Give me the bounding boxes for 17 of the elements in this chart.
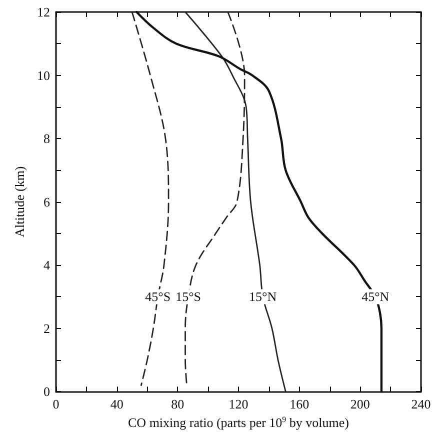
y-tick-label: 4 xyxy=(44,258,50,273)
y-axis-title: Altitude (km) xyxy=(12,166,28,238)
x-tick-label: 80 xyxy=(171,396,184,412)
y-tick-label: 8 xyxy=(44,131,50,146)
x-tick-label: 200 xyxy=(350,396,370,412)
series-label: 45°S xyxy=(145,289,171,304)
x-tick-label: 160 xyxy=(290,396,310,412)
x-tick-label: 120 xyxy=(228,396,248,412)
y-tick-label: 10 xyxy=(37,68,50,83)
y-tick-label: 6 xyxy=(44,194,50,210)
x-tick-label: 40 xyxy=(110,396,124,412)
y-tick-label: 12 xyxy=(37,4,50,20)
y-tick-label: 0 xyxy=(44,384,50,400)
x-tick-label: 240 xyxy=(411,396,431,412)
series-label: 15°S xyxy=(176,289,202,304)
series-label: 15°N xyxy=(249,289,278,304)
y-tick-label: 2 xyxy=(44,320,50,336)
